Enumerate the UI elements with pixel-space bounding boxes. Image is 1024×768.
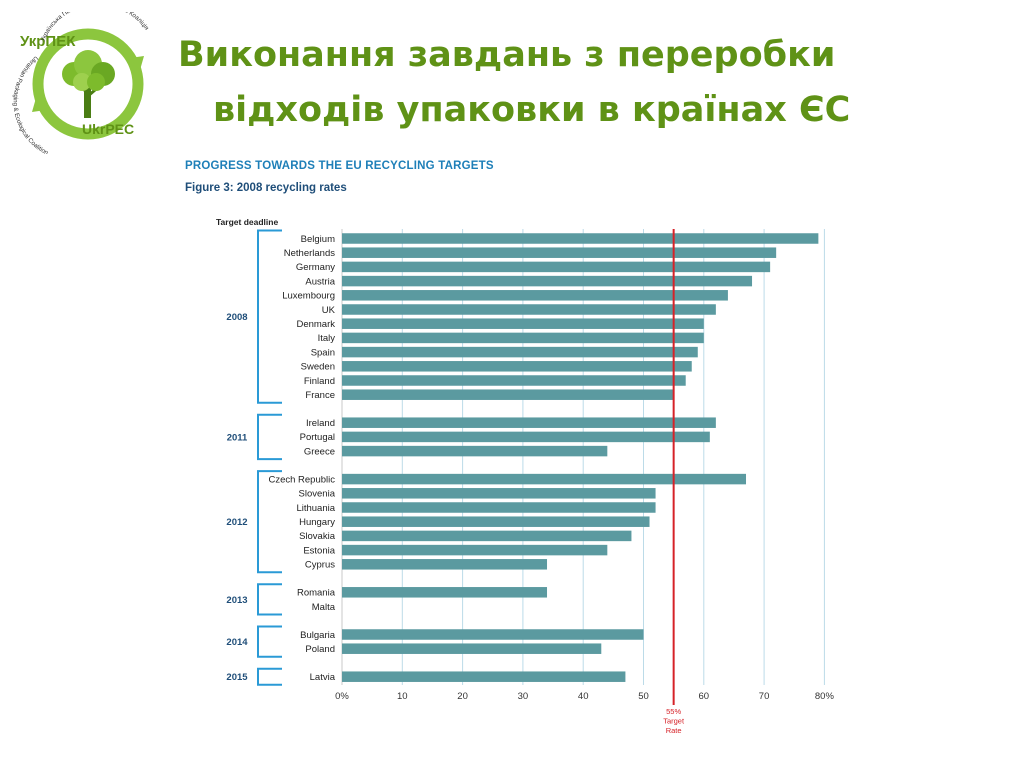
country-label: Cyprus <box>305 560 335 571</box>
bar-bulgaria <box>342 629 644 640</box>
bar-italy <box>342 332 704 344</box>
deadline-bracket <box>257 229 282 404</box>
bar-germany <box>342 261 771 273</box>
bar-uk <box>342 304 716 315</box>
country-label: Ireland <box>306 418 335 429</box>
country-label: Netherlands <box>284 248 335 259</box>
target-rate-label: Target <box>663 717 685 726</box>
bar-estonia <box>342 544 608 556</box>
ukrpec-logo: УкрПЕК UkrPEC Українська Пакувально-Екол… <box>12 12 150 154</box>
country-label: Latvia <box>310 672 336 683</box>
x-tick-label: 40 <box>578 691 589 702</box>
deadline-year-label: 2012 <box>226 517 247 528</box>
logo-name-en: UkrPEC <box>82 121 134 137</box>
bar-belgium <box>342 233 819 244</box>
deadline-year-label: 2015 <box>226 672 248 683</box>
bar-spain <box>342 346 698 358</box>
target-deadline-header: Target deadline <box>216 217 278 227</box>
country-label: Estonia <box>303 545 335 556</box>
country-label: Hungary <box>299 517 335 528</box>
slide-title-line-2: відходів упаковки в країнах ЄС <box>213 90 851 130</box>
target-rate-label: Rate <box>666 726 682 735</box>
country-label: Finland <box>304 376 335 387</box>
bar-netherlands <box>342 247 777 258</box>
bar-france <box>342 389 674 400</box>
country-label: Austria <box>305 276 335 287</box>
bar-sweden <box>342 361 692 372</box>
bar-slovenia <box>342 488 656 499</box>
logo-ring <box>32 28 144 140</box>
deadline-bracket <box>257 625 282 658</box>
x-tick-label: 50 <box>638 691 649 702</box>
logo-name-ua: УкрПЕК <box>20 33 76 50</box>
bar-hungary <box>342 516 650 527</box>
bar-greece <box>342 445 608 457</box>
country-label: Greece <box>304 446 335 457</box>
logo-ring-arrow <box>130 56 144 70</box>
x-tick-label: 20 <box>457 691 468 702</box>
bar-finland <box>342 375 686 386</box>
deadline-year-label: 2008 <box>226 312 247 323</box>
country-label: France <box>305 390 335 401</box>
bar-poland <box>342 643 602 654</box>
bar-czech-republic <box>342 473 747 485</box>
figure-subtitle: Figure 3: 2008 recycling rates <box>185 182 347 194</box>
bar-lithuania <box>342 502 656 513</box>
country-label: UK <box>322 305 336 316</box>
country-label: Denmark <box>296 319 335 330</box>
bar-slovakia <box>342 530 632 542</box>
x-tick-label: 30 <box>518 691 529 702</box>
deadline-bracket <box>257 667 282 686</box>
country-label: Lithuania <box>296 503 335 514</box>
figure-header: PROGRESS TOWARDS THE EU RECYCLING TARGET… <box>185 160 494 172</box>
country-label: Slovenia <box>299 489 336 500</box>
country-label: Malta <box>312 602 336 613</box>
country-label: Belgium <box>301 234 335 245</box>
bar-austria <box>342 275 753 287</box>
x-tick-label: 60 <box>699 691 710 702</box>
country-label: Germany <box>296 262 335 273</box>
logo-ring-arrow <box>32 98 46 112</box>
country-label: Sweden <box>301 362 335 373</box>
country-label: Czech Republic <box>268 474 335 485</box>
country-label: Spain <box>311 347 335 358</box>
x-tick-label: 10 <box>397 691 408 702</box>
country-label: Romania <box>297 588 336 599</box>
target-rate-label: 55% <box>666 707 681 716</box>
x-tick-label: 80% <box>815 691 835 702</box>
deadline-year-label: 2014 <box>226 637 248 648</box>
slide-title: Виконання завдань з переробки відходів у… <box>178 28 998 138</box>
deadline-bracket <box>257 583 282 616</box>
deadline-bracket <box>257 470 282 574</box>
deadline-year-label: 2013 <box>226 595 247 606</box>
slide-title-line-1: Виконання завдань з переробки <box>178 35 836 75</box>
bar-denmark <box>342 318 704 329</box>
country-label: Luxembourg <box>282 291 335 302</box>
x-tick-label: 70 <box>759 691 770 702</box>
country-label: Italy <box>318 333 336 344</box>
country-label: Slovakia <box>299 531 336 542</box>
x-tick-label: 0% <box>335 691 349 702</box>
tree-icon <box>62 50 115 118</box>
bar-cyprus <box>342 559 548 570</box>
bar-luxembourg <box>342 290 728 301</box>
deadline-year-label: 2011 <box>227 432 248 443</box>
country-label: Poland <box>305 644 335 655</box>
country-label: Portugal <box>300 432 335 443</box>
deadline-bracket <box>257 413 282 461</box>
bar-portugal <box>342 431 710 443</box>
bar-romania <box>342 587 548 598</box>
bar-ireland <box>342 417 716 428</box>
bar-latvia <box>342 671 626 682</box>
country-label: Bulgaria <box>300 630 336 641</box>
